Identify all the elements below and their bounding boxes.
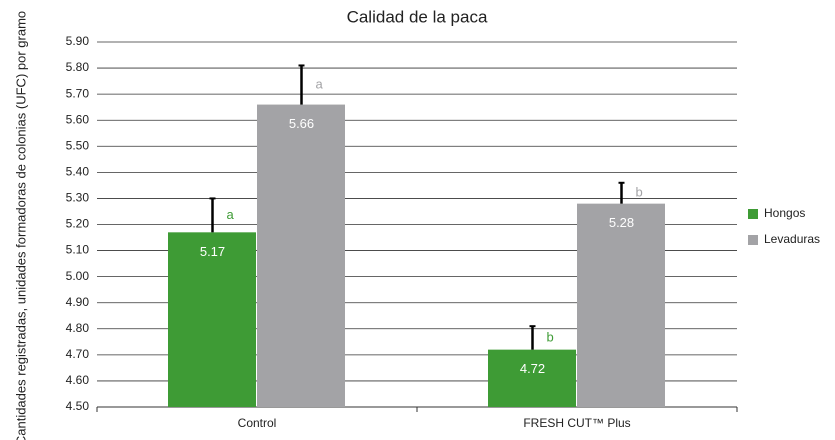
y-tick-label: 5.10 (66, 243, 90, 257)
y-tick-label: 4.90 (66, 295, 90, 309)
y-tick-label: 5.80 (66, 60, 90, 74)
significance-letter: b (547, 329, 554, 344)
y-axis-title: Cantidades registradas, unidades formado… (13, 11, 28, 440)
y-tick-label: 5.50 (66, 138, 90, 152)
y-tick-label: 4.80 (66, 321, 90, 335)
chart-title: Calidad de la paca (347, 7, 488, 26)
legend-swatch (748, 235, 758, 245)
value-label: 5.17 (200, 244, 225, 259)
significance-letter: b (636, 185, 643, 200)
bar (488, 349, 576, 407)
x-tick-label: Control (238, 416, 277, 430)
y-tick-label: 5.20 (66, 217, 90, 231)
bar (257, 104, 345, 408)
bar (168, 232, 256, 407)
significance-letter: a (227, 207, 235, 222)
y-tick-label: 5.60 (66, 112, 90, 126)
y-tick-label: 5.90 (66, 34, 90, 48)
legend-label: Levaduras (764, 232, 820, 246)
bar (577, 203, 665, 407)
legend-swatch (748, 209, 758, 219)
value-label: 4.72 (520, 361, 545, 376)
significance-letter: a (316, 76, 324, 91)
x-tick-label: FRESH CUT™ Plus (523, 416, 630, 430)
y-tick-label: 4.70 (66, 347, 90, 361)
y-tick-label: 5.70 (66, 86, 90, 100)
y-tick-label: 4.60 (66, 373, 90, 387)
value-label: 5.28 (609, 215, 634, 230)
y-tick-label: 5.00 (66, 269, 90, 283)
value-label: 5.66 (289, 116, 314, 131)
y-tick-label: 5.30 (66, 191, 90, 205)
y-tick-label: 5.40 (66, 165, 90, 179)
legend-label: Hongos (764, 206, 805, 220)
y-tick-label: 4.50 (66, 399, 90, 413)
